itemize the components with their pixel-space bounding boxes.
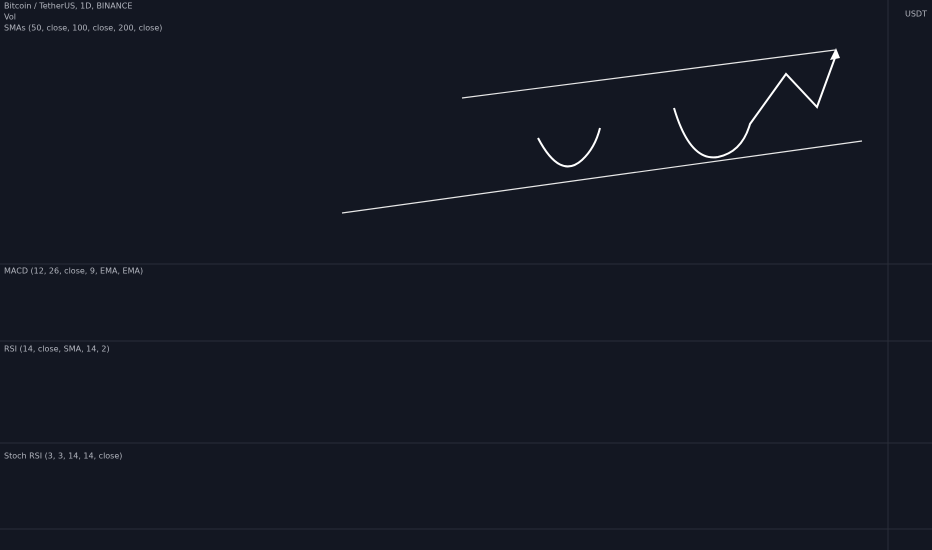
channel-lower	[341, 140, 863, 214]
legend-entry: SMAs (50, close, 100, close, 200, close)	[4, 24, 162, 33]
projection	[673, 54, 837, 159]
cup-left	[537, 127, 601, 168]
pane-title: MACD (12, 26, close, 9, EMA, EMA)	[4, 267, 143, 276]
label-layer: Bitcoin / TetherUS, 1D, BINANCE Vol SMAs…	[4, 2, 927, 461]
legend-entry: Vol	[4, 13, 16, 22]
drawings	[341, 48, 863, 214]
axis-unit: USDT	[905, 10, 927, 19]
pane-title: RSI (14, close, SMA, 14, 2)	[4, 345, 110, 354]
pane-title: Stoch RSI (3, 3, 14, 14, close)	[4, 452, 122, 461]
projection-arrowhead	[830, 48, 840, 60]
symbol-title: Bitcoin / TetherUS, 1D, BINANCE	[4, 2, 132, 11]
channel-upper	[461, 49, 836, 99]
